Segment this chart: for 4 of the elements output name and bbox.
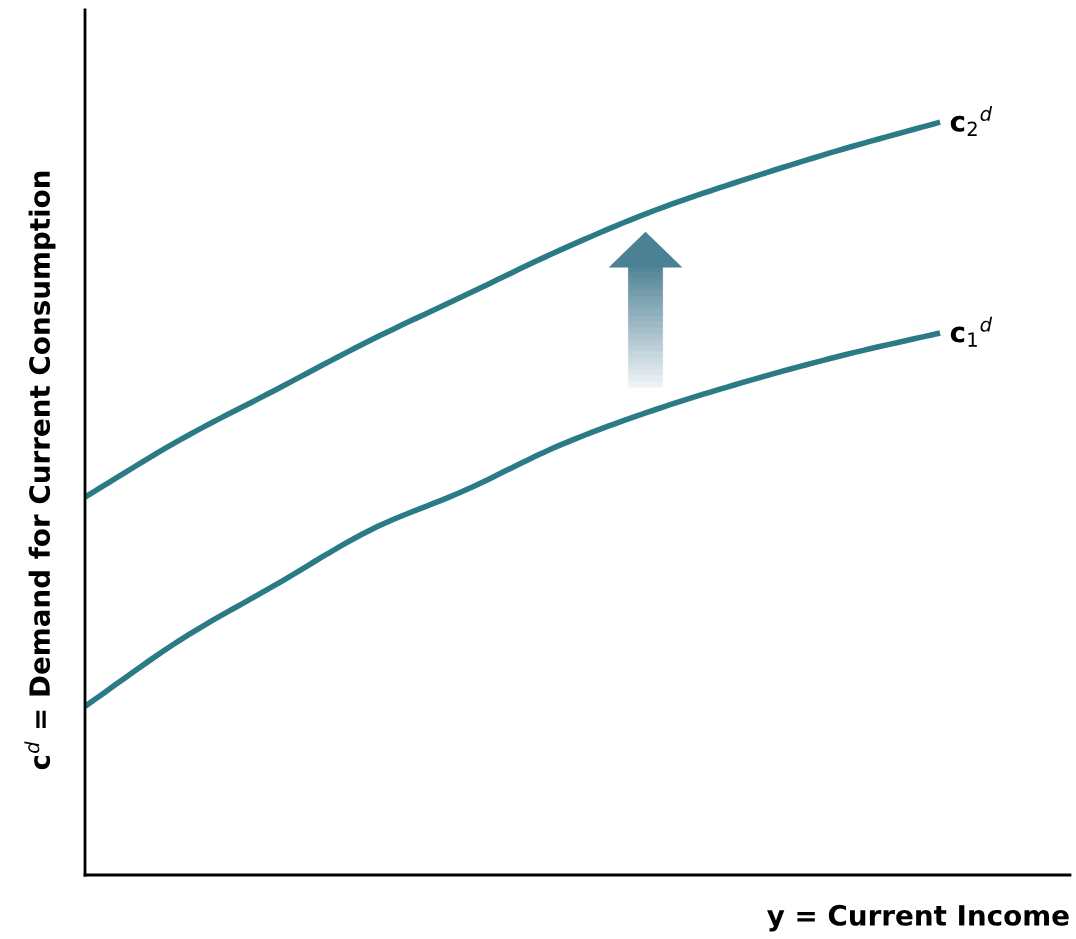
x-axis-title: y = Current Income	[767, 904, 1069, 932]
series-label: c$_{2}$$^{d}$	[950, 105, 993, 136]
y-axis-title: c$^{d}$ = Demand for Current Consumption	[24, 171, 56, 770]
series-label: c$_{1}$$^{d}$	[950, 316, 993, 347]
